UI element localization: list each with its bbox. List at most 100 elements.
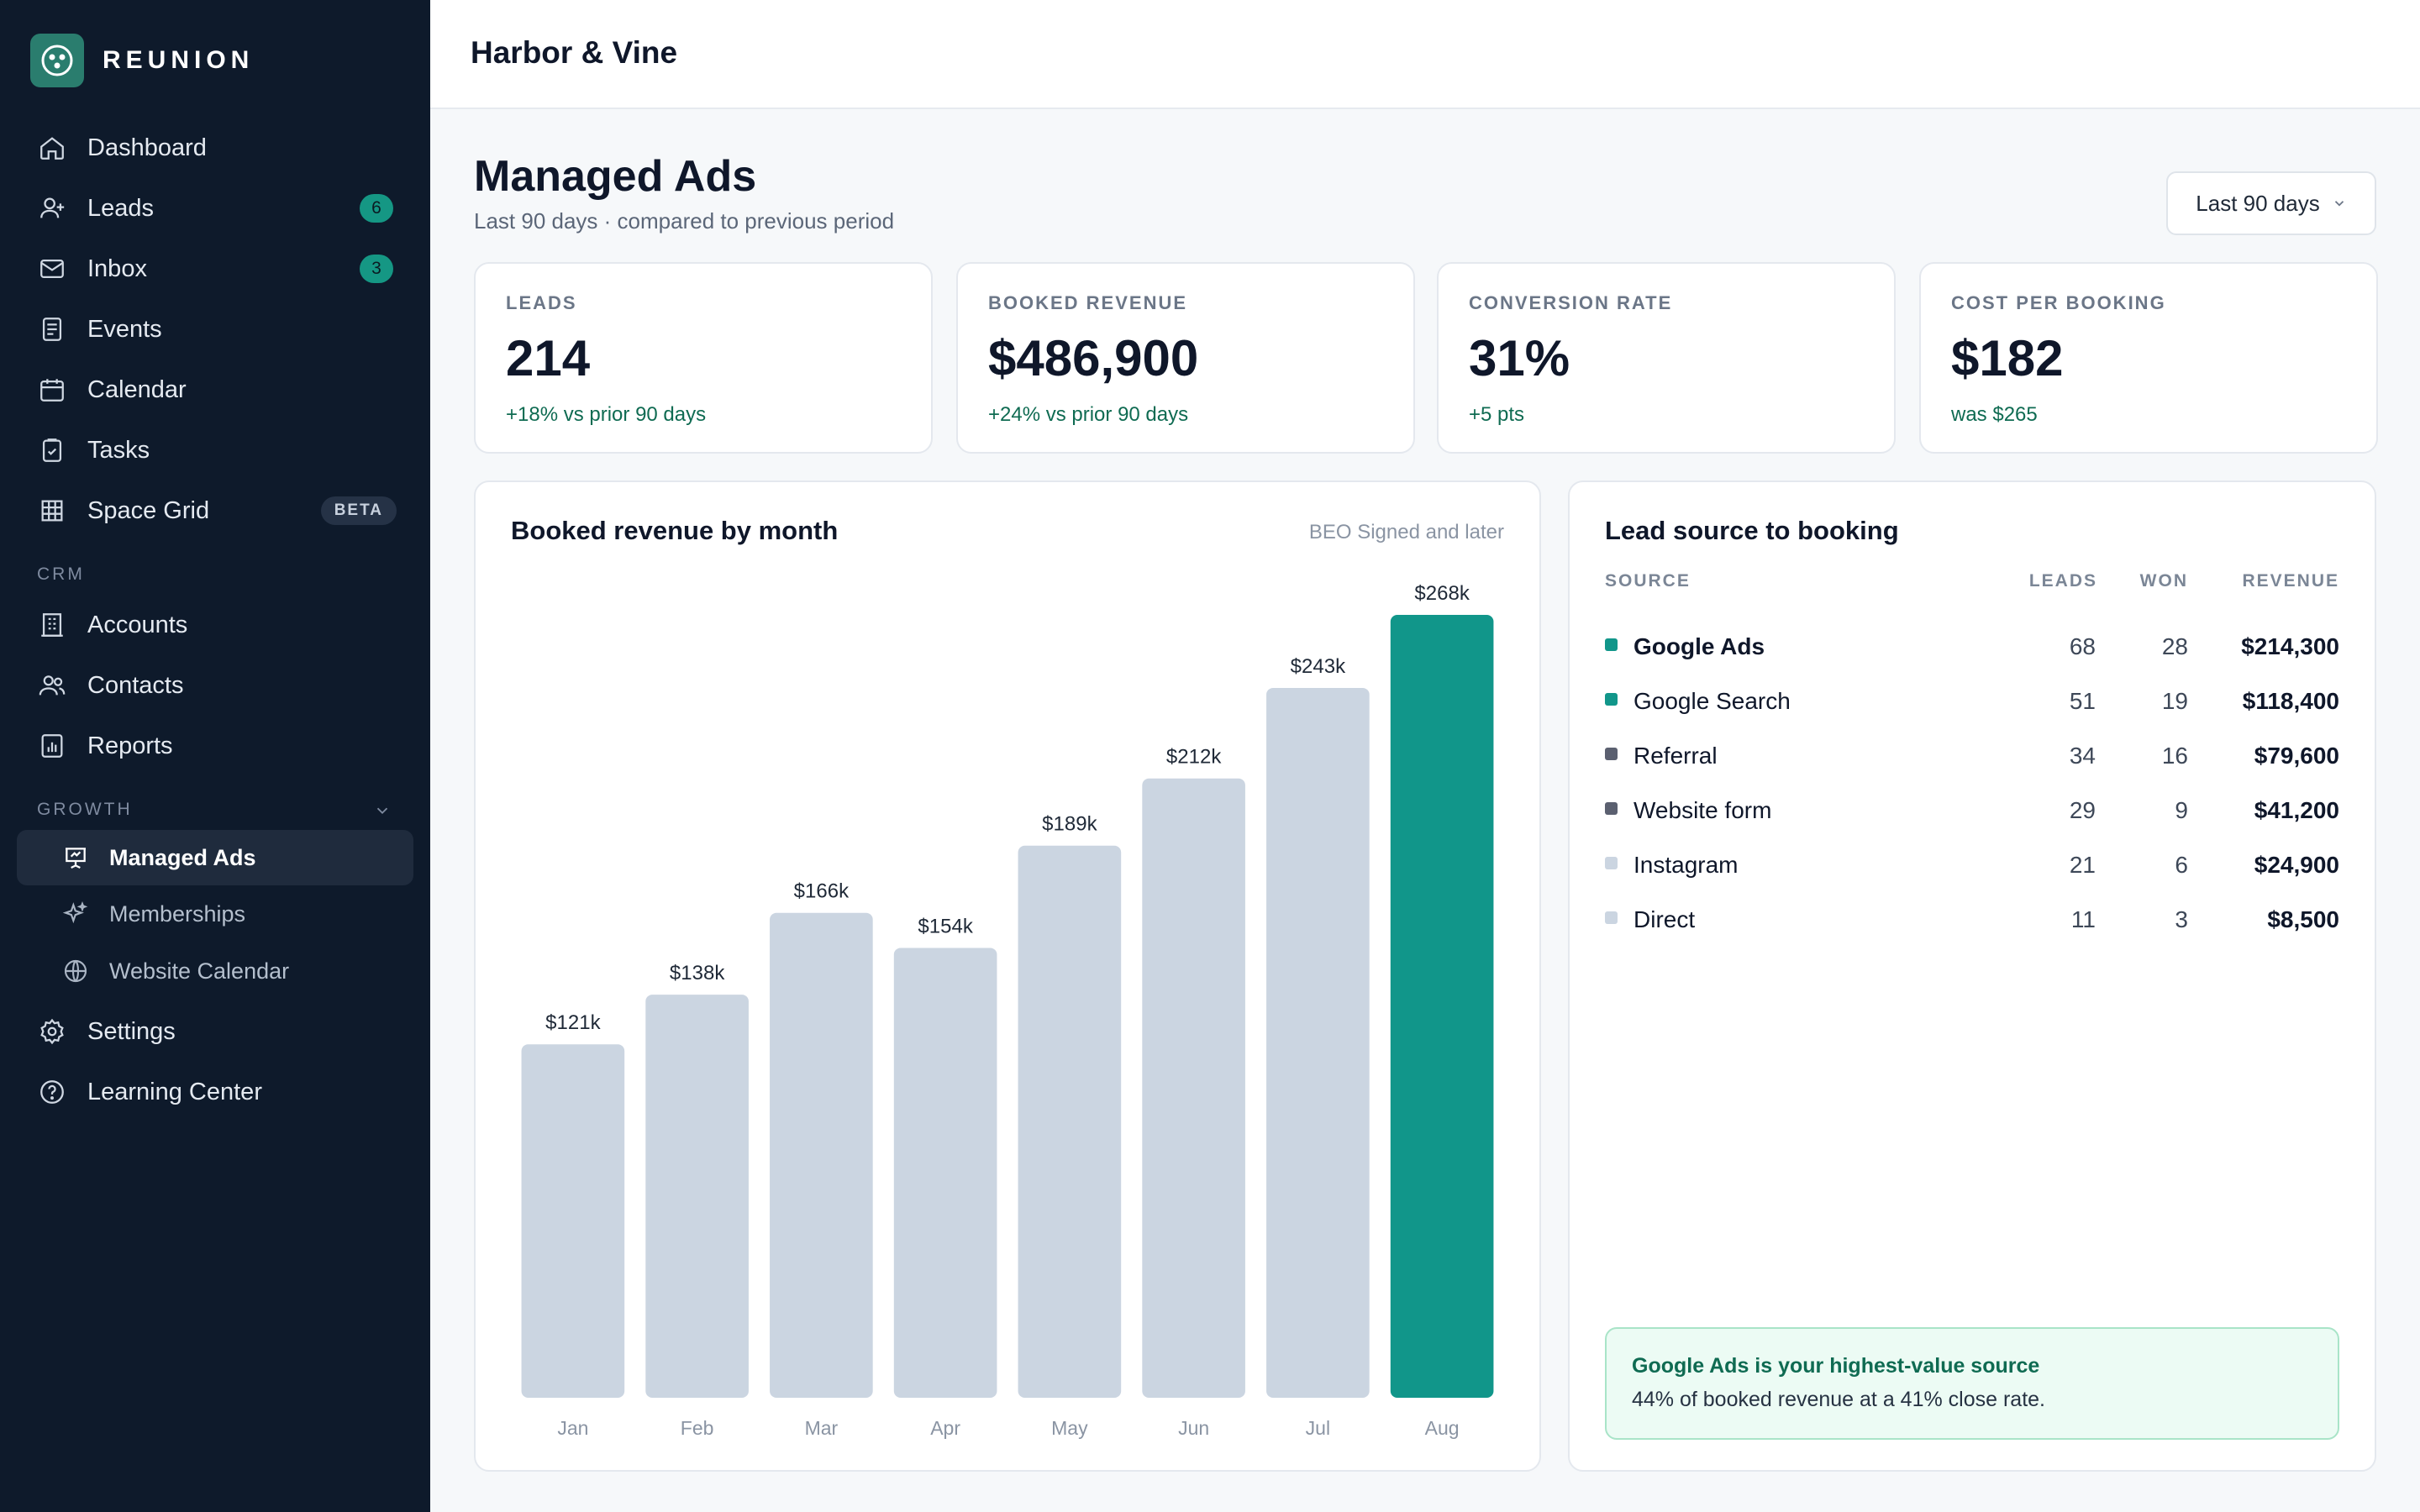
kpi-label: CONVERSION RATE <box>1469 292 1673 313</box>
column-header-source: SOURCE <box>1605 571 1691 591</box>
kpi-delta: +5 pts <box>1469 403 1525 426</box>
org-name[interactable]: Harbor & Vine <box>471 35 678 70</box>
lead-source-card: Lead source to booking SOURCE LEADS WON … <box>1568 480 2376 1472</box>
sidebar-item-label: Dashboard <box>87 134 207 161</box>
sidebar-item-label: Events <box>87 315 162 343</box>
sidebar-item-memberships[interactable]: Memberships <box>60 890 413 937</box>
table-row[interactable]: Website form 29 9 $41,200 <box>1605 792 2339 826</box>
top-bar: Harbor & Vine <box>430 0 2420 109</box>
sidebar-item-label: Learning Center <box>87 1078 262 1105</box>
sidebar-item-reports[interactable]: Reports <box>37 722 397 769</box>
bar-value-label: $154k <box>918 915 973 937</box>
sidebar-item-leads[interactable]: Leads 6 <box>37 185 397 232</box>
revenue-value: $214,300 <box>2241 633 2339 659</box>
clipboard-check-icon <box>37 435 67 465</box>
revenue-value: $79,600 <box>2254 743 2339 769</box>
sidebar-item-space-grid[interactable]: Space Grid BETA <box>37 487 397 534</box>
leads-count: 21 <box>2069 852 2096 878</box>
bar-mar[interactable] <box>770 912 873 1398</box>
leads-count: 68 <box>2069 633 2096 659</box>
sidebar-item-learning-center[interactable]: Learning Center <box>37 1068 397 1116</box>
kpi-value: 214 <box>506 330 591 386</box>
table-row[interactable]: Referral 34 16 $79,600 <box>1605 738 2339 771</box>
brand-name: REUNION <box>103 46 255 74</box>
revenue-value: $118,400 <box>2242 688 2339 714</box>
x-tick-label: Aug <box>1425 1417 1460 1439</box>
chevron-down-icon[interactable] <box>373 801 392 824</box>
sidebar-item-events[interactable]: Events <box>37 306 397 353</box>
insight-callout: Google Ads is your highest-value source … <box>1605 1327 2339 1440</box>
x-tick-label: Apr <box>930 1417 960 1439</box>
kpi-value: 31% <box>1469 330 1570 386</box>
revenue-bar-chart: $121k Jan $138k Feb $166k Mar $154k Apr $189k May… <box>521 582 1494 1439</box>
sidebar-item-tasks[interactable]: Tasks <box>37 427 397 474</box>
sidebar-item-website-calendar[interactable]: Website Calendar <box>60 948 413 995</box>
inbox-count-badge: 3 <box>360 255 393 283</box>
bar-value-label: $268k <box>1414 582 1470 605</box>
sidebar: REUNION Dashboard Leads 6 Inbox 3 Events… <box>0 0 430 1512</box>
table-row[interactable]: Google Search 51 19 $118,400 <box>1605 683 2339 717</box>
sidebar-item-calendar[interactable]: Calendar <box>37 366 397 413</box>
date-range-select[interactable]: Last 90 days <box>2166 171 2376 235</box>
sidebar-item-label: Inbox <box>87 255 147 282</box>
revenue-chart-card: $121k Jan $138k Feb $166k Mar $154k Apr $189k May… <box>474 480 1541 1472</box>
sidebar-item-accounts[interactable]: Accounts <box>37 601 397 648</box>
bar-jan[interactable] <box>521 1044 625 1398</box>
help-circle-icon <box>37 1077 67 1107</box>
leads-count: 11 <box>2070 906 2096 932</box>
source-name: Referral <box>1634 743 1718 769</box>
column-header-revenue: REVENUE <box>2242 571 2339 591</box>
source-color-swatch <box>1605 693 1618 706</box>
bar-apr[interactable] <box>893 948 997 1398</box>
beta-badge: BETA <box>320 496 397 525</box>
kpi-label: LEADS <box>506 292 577 313</box>
bar-jun[interactable] <box>1142 778 1245 1398</box>
kpi-delta: was $265 <box>1951 403 2038 426</box>
mail-icon <box>37 254 67 284</box>
sidebar-item-inbox[interactable]: Inbox 3 <box>37 245 397 292</box>
bar-value-label: $121k <box>545 1011 601 1034</box>
sidebar-item-label: Memberships <box>109 900 246 927</box>
x-tick-label: Jul <box>1306 1417 1330 1439</box>
sidebar-item-settings[interactable]: Settings <box>37 1008 397 1055</box>
chart-note: BEO Signed and later <box>1308 521 1504 543</box>
lead-source-title: Lead source to booking <box>1605 516 1899 545</box>
sidebar-item-label: Accounts <box>87 611 188 638</box>
bar-may[interactable] <box>1018 845 1122 1398</box>
leads-count: 29 <box>2069 797 2096 823</box>
page-subtitle: Last 90 days · compared to previous peri… <box>474 208 895 234</box>
x-tick-label: May <box>1051 1417 1088 1439</box>
date-range-label: Last 90 days <box>2196 190 2320 216</box>
sidebar-item-managed-ads[interactable]: Managed Ads <box>17 830 413 885</box>
won-count: 19 <box>2161 688 2188 714</box>
bar-report-icon <box>37 731 67 761</box>
bar-jul[interactable] <box>1266 687 1370 1398</box>
user-plus-icon <box>37 193 67 223</box>
table-row[interactable]: Google Ads 68 28 $214,300 <box>1605 628 2339 662</box>
leads-count: 51 <box>2069 688 2096 714</box>
sidebar-item-label: Contacts <box>87 671 184 699</box>
users-icon <box>37 670 67 701</box>
growth-section-label[interactable]: GROWTH <box>37 800 133 819</box>
kpi-card-conversion-rate: CONVERSION RATE 31% +5 pts <box>1437 262 1896 454</box>
brand[interactable]: REUNION <box>30 34 254 87</box>
reunion-logo-icon <box>30 34 84 87</box>
source-name: Instagram <box>1634 852 1739 878</box>
leads-count-badge: 6 <box>360 194 393 223</box>
sparkles-icon <box>60 899 91 929</box>
won-count: 28 <box>2161 633 2188 659</box>
bar-feb[interactable] <box>645 995 749 1398</box>
table-row[interactable]: Direct 11 3 $8,500 <box>1605 901 2339 935</box>
kpi-value: $486,900 <box>988 330 1199 386</box>
page-title: Managed Ads <box>474 152 757 201</box>
source-name: Google Search <box>1634 688 1791 714</box>
sidebar-item-label: Website Calendar <box>109 958 290 984</box>
bar-value-label: $243k <box>1291 655 1346 678</box>
sidebar-item-contacts[interactable]: Contacts <box>37 662 397 709</box>
won-count: 6 <box>2175 852 2188 878</box>
sidebar-item-dashboard[interactable]: Dashboard <box>37 124 397 171</box>
kpi-value: $182 <box>1951 330 2064 386</box>
sidebar-item-label: Space Grid <box>87 496 210 524</box>
table-row[interactable]: Instagram 21 6 $24,900 <box>1605 847 2339 880</box>
bar-aug[interactable] <box>1390 615 1494 1398</box>
